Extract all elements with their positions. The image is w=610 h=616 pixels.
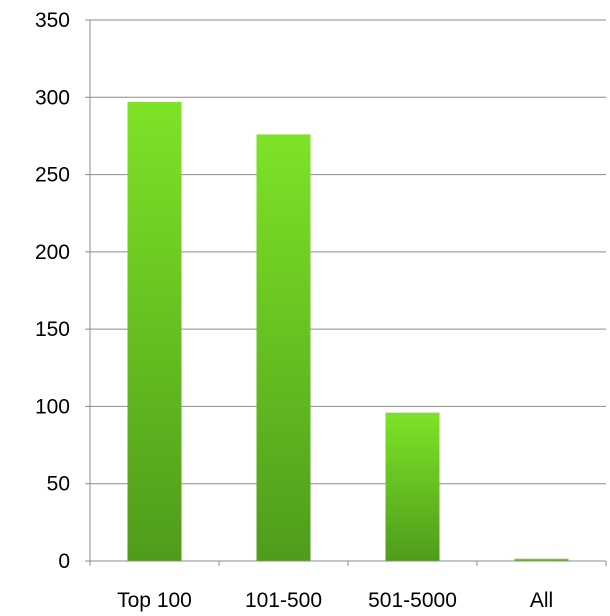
y-tick-label: 100 [35, 395, 70, 418]
y-tick-label: 350 [35, 9, 70, 32]
bar [514, 558, 569, 561]
y-axis-tick-labels: 0 50 100 150 200 250 300 350 [35, 9, 70, 573]
bar [127, 101, 182, 562]
y-tick-label: 50 [47, 473, 70, 496]
y-tick-label: 0 [58, 550, 70, 573]
x-axis-tick-labels: Top 100 101-500 501-5000 All [117, 589, 553, 612]
bar [385, 412, 440, 561]
x-tick-label: Top 100 [117, 589, 192, 612]
y-tick-label: 200 [35, 241, 70, 264]
y-tick-label: 150 [35, 318, 70, 341]
x-tick-label: 101-500 [245, 589, 322, 612]
y-tick-label: 250 [35, 164, 70, 187]
x-tick-label: 501-5000 [368, 589, 457, 612]
bar [256, 134, 311, 561]
axes [85, 20, 607, 566]
bars [127, 101, 569, 562]
x-tick-label: All [530, 589, 553, 612]
y-tick-label: 300 [35, 86, 70, 109]
